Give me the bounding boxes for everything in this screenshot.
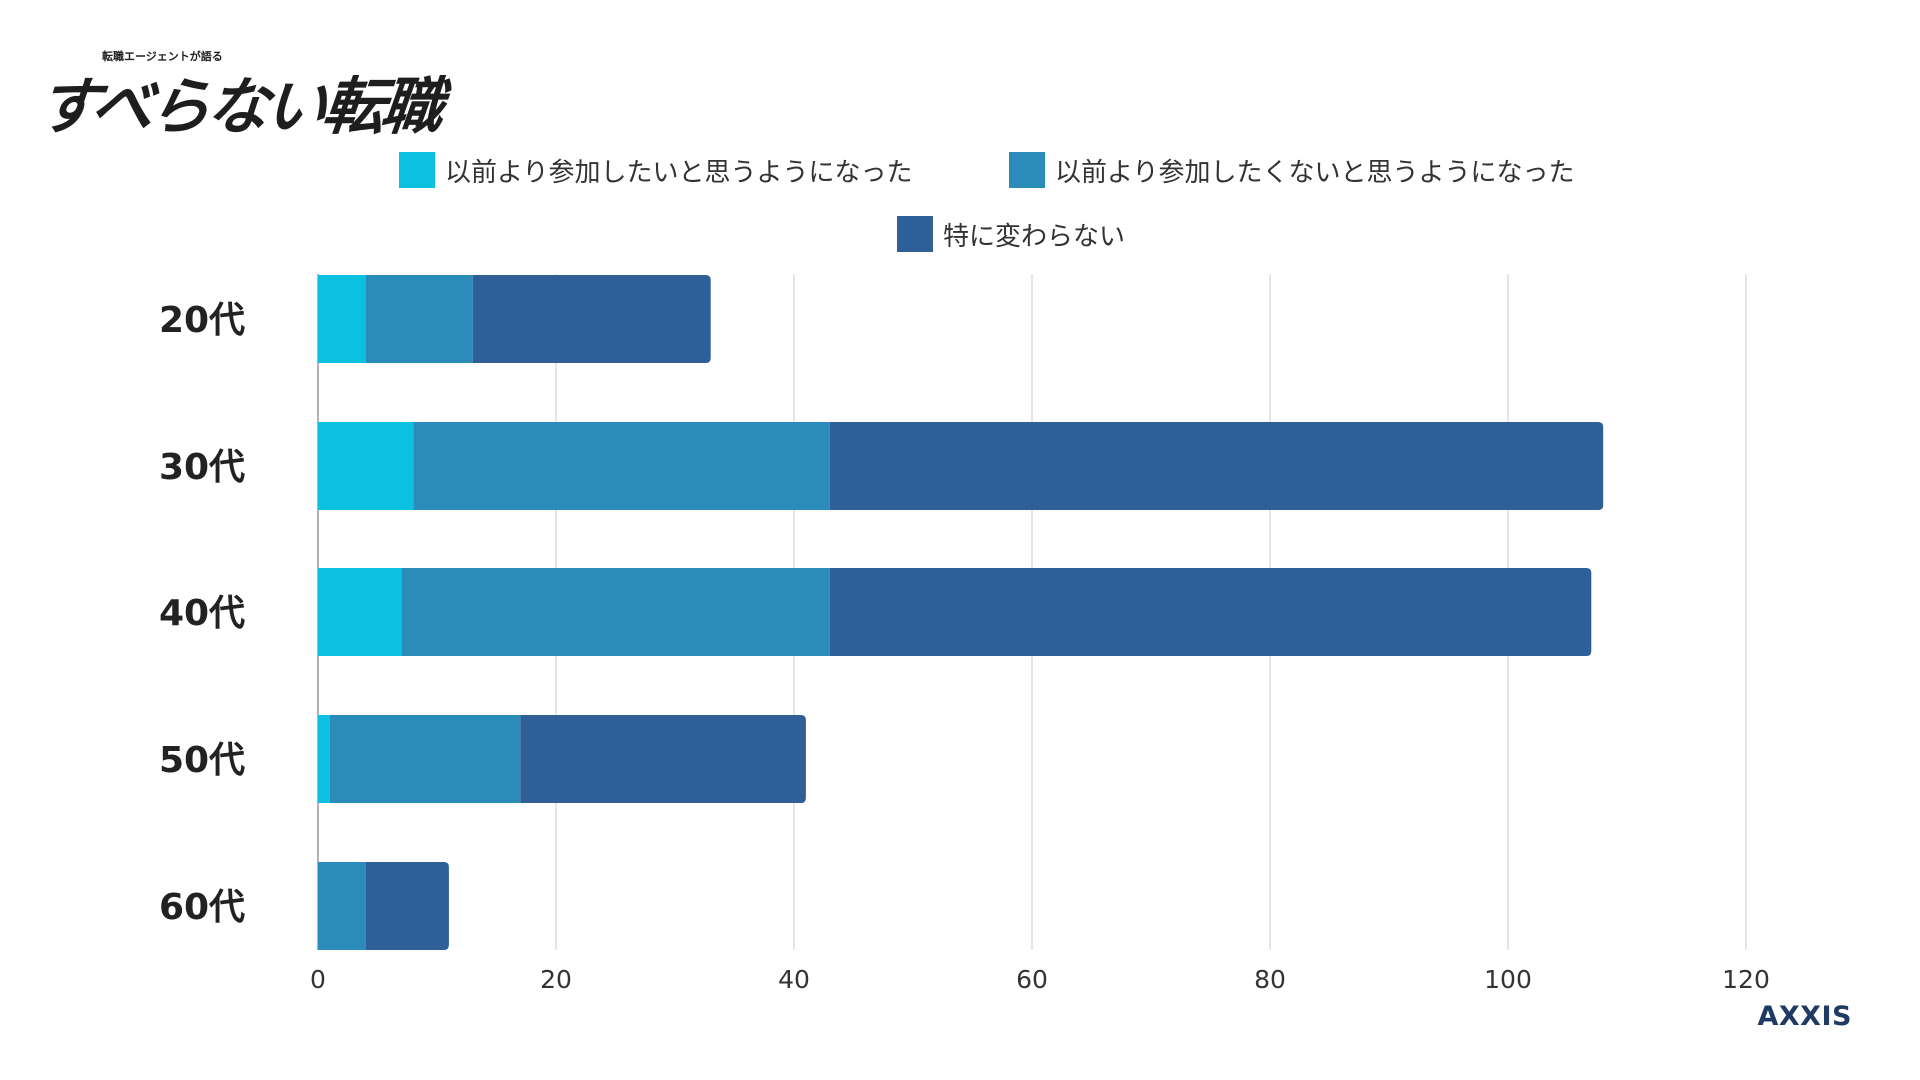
category-label: 20代: [159, 300, 245, 341]
category-labels: 20代 30代 40代 50代 60代: [159, 300, 245, 928]
x-tick-label: 120: [1722, 965, 1770, 994]
category-label: 30代: [159, 447, 245, 488]
legend-swatch: [897, 216, 933, 252]
x-tick-label: 0: [310, 965, 326, 994]
x-tick-label: 60: [1016, 965, 1048, 994]
brand-logo: AXXIS: [1757, 1001, 1852, 1032]
x-tick-label: 20: [540, 965, 572, 994]
bar-segment: [318, 862, 366, 950]
logo-subtitle: 転職エージェントが語る: [102, 50, 223, 63]
logo: 転職エージェントが語る すべらない転職: [34, 48, 443, 143]
bars: [318, 275, 1604, 950]
legend-swatch: [1009, 152, 1045, 188]
legend-label: 以前より参加したいと思うようになった: [445, 158, 912, 188]
bar-segment: [318, 422, 414, 510]
category-label: 40代: [159, 593, 245, 634]
bar-segment: [318, 715, 330, 803]
bar-segment: [365, 862, 449, 950]
bar-segment: [318, 275, 366, 363]
legend: 以前より参加したいと思うようになった 以前より参加したくないと思うようになった特に…: [399, 152, 1574, 252]
bar-segment: [520, 715, 806, 803]
bar-segment: [413, 422, 830, 510]
legend-label: 特に変わらない: [943, 222, 1125, 252]
bar-segment: [365, 275, 473, 363]
bar-segment: [472, 275, 711, 363]
x-tick-label: 100: [1484, 965, 1532, 994]
x-axis-ticks: 0 20 40 60 80 100 120: [310, 965, 1770, 994]
bar-segment: [401, 568, 830, 656]
bar-segment: [829, 422, 1604, 510]
x-tick-label: 40: [778, 965, 810, 994]
legend-swatch: [399, 152, 435, 188]
bar-segment: [329, 715, 521, 803]
x-tick-label: 80: [1254, 965, 1286, 994]
category-label: 60代: [159, 887, 245, 928]
legend-label: 以前より参加したくないと思うようになった: [1055, 158, 1574, 188]
category-label: 50代: [159, 740, 245, 781]
bar-segment: [318, 568, 402, 656]
bar-segment: [829, 568, 1592, 656]
